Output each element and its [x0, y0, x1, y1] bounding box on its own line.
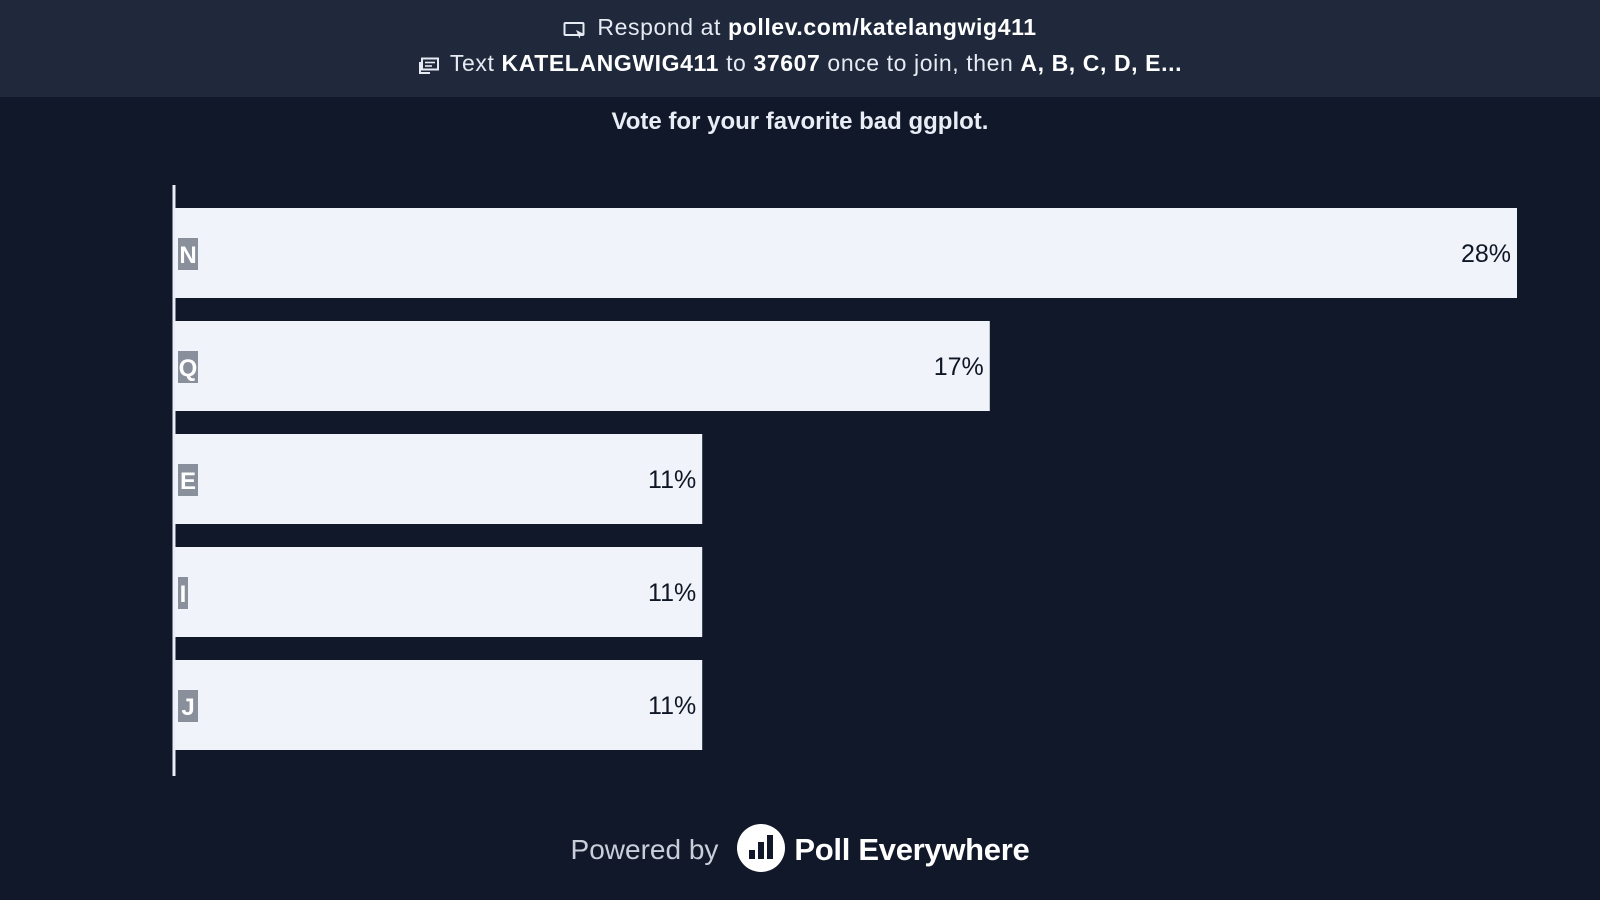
category-badge-n — [178, 238, 198, 270]
footer: Powered by Poll Everywhere — [0, 822, 1600, 878]
value-label: 17% — [934, 353, 984, 381]
value-label: 28% — [1461, 240, 1511, 268]
bar-e — [175, 434, 703, 524]
text-number: 37607 — [753, 50, 821, 76]
category-label: J — [181, 694, 194, 721]
bar-i — [175, 547, 703, 637]
brand-name: Poll Everywhere — [794, 832, 1030, 867]
respond-url[interactable]: pollev.com/katelangwig411 — [728, 14, 1037, 40]
category-label: Q — [179, 355, 198, 382]
message-icon — [418, 54, 440, 81]
bar-n — [175, 208, 1517, 298]
category-label: E — [180, 468, 196, 495]
text-prefix: Text — [449, 50, 495, 76]
category-badge-q — [178, 351, 198, 383]
category-label: I — [180, 581, 187, 608]
powered-by-label: Powered by — [570, 834, 719, 865]
screen-cursor-icon — [563, 18, 587, 45]
text-to: to — [726, 50, 747, 76]
text-options: A, B, C, D, E... — [1020, 50, 1183, 76]
poll-everywhere-logo-icon — [736, 823, 786, 878]
category-label: N — [179, 242, 196, 269]
value-label: 11% — [648, 466, 696, 494]
bar-q — [175, 321, 990, 411]
category-badge-e — [178, 464, 198, 496]
text-middle: once to join, then — [827, 50, 1014, 76]
instructions-header: Respond at pollev.com/katelangwig411 Tex… — [0, 0, 1600, 97]
value-label: 11% — [648, 692, 696, 720]
category-badge-i — [178, 577, 188, 609]
respond-instruction: Respond at pollev.com/katelangwig411 — [0, 14, 1600, 45]
category-badge-j — [178, 690, 198, 722]
respond-prefix: Respond at — [597, 14, 722, 40]
poll-question: Vote for your favorite bad ggplot. — [611, 108, 989, 135]
value-label: 11% — [648, 579, 696, 607]
text-instruction: Text KATELANGWIG411 to 37607 once to joi… — [0, 50, 1600, 81]
bar-j — [175, 660, 703, 750]
text-code: KATELANGWIG411 — [501, 50, 720, 76]
